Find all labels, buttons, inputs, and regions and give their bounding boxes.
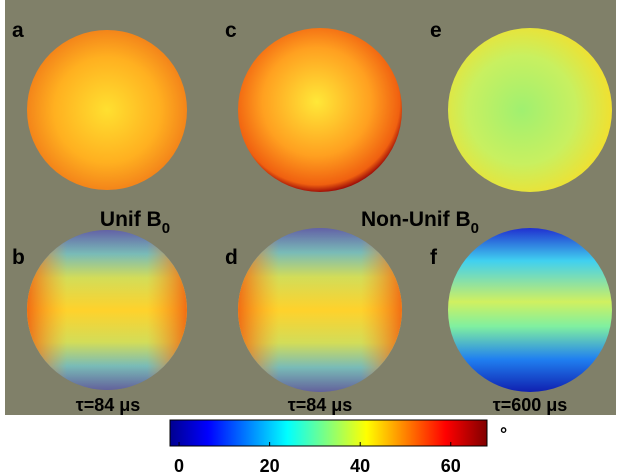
map-a [27, 30, 187, 190]
group-text: Non-Unif B [361, 208, 471, 231]
tau-label: τ=84 μs [76, 395, 141, 415]
map-b [27, 230, 187, 390]
figure: abcdefUnif B0Non-Unif B0τ=84 μsτ=84 μsτ=… [0, 0, 621, 476]
colorbar-tick-label: 40 [350, 456, 370, 476]
panel-label: b [12, 246, 25, 269]
colorbar [170, 420, 487, 446]
group-subscript: 0 [471, 220, 479, 237]
tau-label: τ=84 μs [288, 395, 353, 415]
panel-label: f [430, 246, 438, 269]
group-subscript: 0 [162, 220, 170, 237]
colorbar-tick-label: 0 [174, 456, 184, 476]
map-d [238, 228, 402, 392]
colorbar-unit: ° [500, 424, 507, 444]
panel-label: c [225, 19, 237, 42]
colorbar-tick-label: 20 [260, 456, 280, 476]
panel-label: a [12, 19, 24, 42]
group-text: Unif B [100, 208, 162, 231]
tau-label: τ=600 μs [493, 395, 568, 415]
panel-label: e [430, 19, 442, 42]
map-c [238, 28, 402, 192]
map-e [448, 28, 612, 192]
colorbar-tick-label: 60 [441, 456, 461, 476]
map-f [448, 228, 612, 392]
panel-label: d [225, 246, 238, 269]
